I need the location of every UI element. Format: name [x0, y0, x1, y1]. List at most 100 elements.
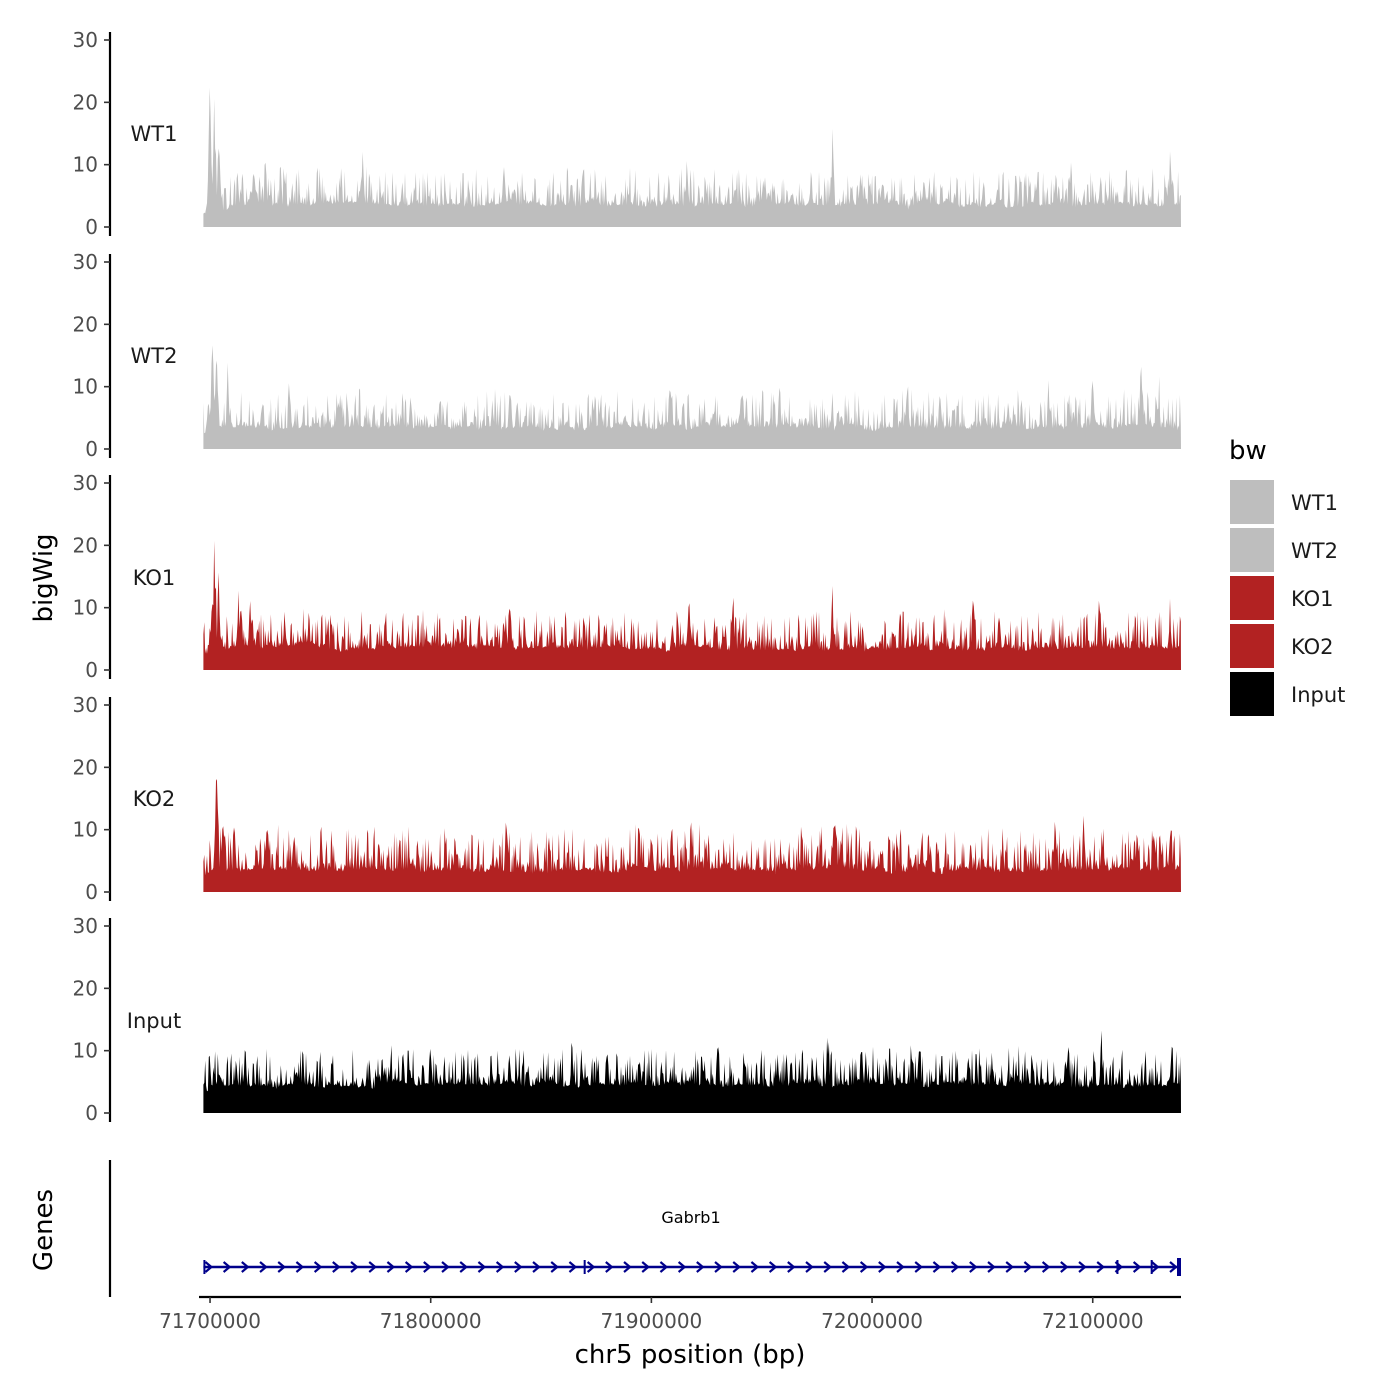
x-tick-label-71700000: 71700000 — [159, 1309, 261, 1333]
y-tick-label-wt1-20: 20 — [73, 90, 98, 114]
legend-key-wt1 — [1230, 480, 1274, 524]
gene-exon — [1116, 1260, 1119, 1274]
gene-strand-arrow — [1005, 1261, 1014, 1273]
x-tick-label-71800000: 71800000 — [380, 1309, 482, 1333]
gene-strand-arrow — [932, 1261, 942, 1273]
gene-model-gabrb1 — [203, 1258, 1181, 1276]
track-wt1: WT1 0 10 20 30 — [73, 28, 1181, 239]
gene-strand-arrow — [950, 1261, 960, 1273]
legend-label-wt1: WT1 — [1291, 491, 1338, 515]
gene-strand-arrow — [1151, 1261, 1160, 1273]
gene-strand-arrow — [550, 1261, 559, 1273]
gene-exon-start — [203, 1260, 206, 1274]
y-tick-label-wt1-0: 0 — [85, 215, 98, 239]
gene-strand-arrow — [1060, 1261, 1069, 1273]
gene-exon — [583, 1260, 586, 1274]
genes-panel: Gabrb1 71700000 71800000 71900000 72000000 7… — [108, 1160, 1181, 1333]
legend-label-input: Input — [1291, 683, 1345, 707]
signal-area-wt1 — [203, 87, 1181, 227]
track-label-ko1: KO1 — [133, 566, 176, 590]
gene-strand-arrow — [1041, 1261, 1051, 1273]
gene-strand-arrow — [841, 1261, 851, 1273]
gene-strand-arrow — [641, 1261, 650, 1273]
gene-strand-arrow — [532, 1261, 541, 1273]
legend-key-ko1 — [1230, 576, 1274, 620]
y-tick-label-wt2-20: 20 — [73, 312, 98, 336]
y-tick-label-ko2-20: 20 — [73, 755, 98, 779]
gene-strand-arrow — [605, 1261, 614, 1273]
y-axis-title: bigWig — [29, 533, 59, 622]
gene-strand-arrow — [441, 1261, 450, 1273]
signal-area-ko2 — [203, 779, 1181, 892]
gene-strand-arrow — [1023, 1261, 1033, 1273]
x-tick-label-72000000: 72000000 — [821, 1309, 923, 1333]
gene-strand-arrow — [204, 1261, 214, 1273]
track-ko2: KO2 0 10 20 30 — [73, 693, 1181, 904]
gene-strand-arrow — [222, 1261, 232, 1273]
gene-strand-arrow — [495, 1261, 505, 1273]
x-axis-ticks: 71700000 71800000 71900000 72000000 72100000 — [159, 1297, 1144, 1333]
gene-exon-end — [1177, 1258, 1181, 1276]
gene-strand-arrow — [1096, 1261, 1105, 1273]
signal-area-ko1 — [203, 540, 1181, 670]
gene-strand-arrow — [659, 1261, 669, 1273]
x-tick-label-71900000: 71900000 — [600, 1309, 702, 1333]
track-wt2: WT2 0 10 20 30 — [73, 250, 1181, 461]
legend-key-input — [1230, 672, 1274, 716]
legend-key-ko2 — [1230, 624, 1274, 668]
y-tick-label-ko2-0: 0 — [85, 880, 98, 904]
y-tick-label-wt2-10: 10 — [73, 375, 98, 399]
track-label-input: Input — [127, 1009, 181, 1033]
gene-strand-arrow — [896, 1261, 905, 1273]
gene-strand-arrow — [477, 1261, 487, 1273]
gene-strand-arrow — [714, 1261, 723, 1273]
gene-strand-arrow — [878, 1261, 887, 1273]
gene-strand-arrow — [259, 1261, 268, 1273]
gene-strand-arrow — [514, 1261, 523, 1273]
y-tick-label-input-30: 30 — [73, 914, 98, 938]
gene-strand-arrow — [914, 1261, 923, 1273]
gene-strand-arrow — [732, 1261, 741, 1273]
genes-axis-title: Genes — [29, 1189, 59, 1271]
gene-strand-arrow — [313, 1261, 323, 1273]
y-tick-label-ko1-20: 20 — [73, 533, 98, 557]
y-tick-label-ko1-10: 10 — [73, 596, 98, 620]
x-tick-label-72100000: 72100000 — [1042, 1309, 1144, 1333]
track-label-wt2: WT2 — [131, 344, 178, 368]
legend-key-wt2 — [1230, 528, 1274, 572]
gene-strand-arrow — [423, 1261, 432, 1273]
signal-area-wt2 — [203, 345, 1181, 449]
gene-strand-arrow — [295, 1261, 305, 1273]
gene-strand-arrow — [623, 1261, 632, 1273]
y-tick-label-ko1-0: 0 — [85, 658, 98, 682]
y-tick-label-ko2-10: 10 — [73, 818, 98, 842]
gene-strand-arrow — [350, 1261, 359, 1273]
gene-strand-arrow — [459, 1261, 468, 1273]
signal-area-input — [203, 1030, 1181, 1113]
gene-strand-arrow — [969, 1261, 978, 1273]
gene-strand-arrow — [586, 1261, 596, 1273]
legend-label-wt2: WT2 — [1291, 539, 1338, 563]
gene-exon — [1150, 1260, 1153, 1274]
y-tick-label-wt1-10: 10 — [73, 153, 98, 177]
gene-strand-arrow — [277, 1261, 286, 1273]
legend: bw WT1 WT2 KO1 KO2 Input — [1229, 436, 1345, 716]
x-axis-title: chr5 position (bp) — [575, 1340, 806, 1370]
y-tick-label-ko1-30: 30 — [73, 471, 98, 495]
gene-strand-arrow — [404, 1261, 414, 1273]
y-tick-label-wt2-0: 0 — [85, 437, 98, 461]
gene-strand-arrow — [368, 1261, 377, 1273]
gene-strand-arrow — [1169, 1261, 1178, 1273]
gene-strand-arrow — [987, 1261, 996, 1273]
y-tick-label-input-20: 20 — [73, 976, 98, 1000]
gene-label-gabrb1: Gabrb1 — [661, 1208, 720, 1227]
y-tick-label-wt1-30: 30 — [73, 28, 98, 52]
gene-strand-arrow — [568, 1261, 578, 1273]
track-input: Input 0 10 20 30 — [73, 914, 1181, 1125]
y-tick-label-ko2-30: 30 — [73, 693, 98, 717]
gene-strand-arrow — [1132, 1261, 1142, 1273]
gene-strand-arrow — [332, 1261, 341, 1273]
legend-title: bw — [1229, 436, 1267, 466]
gene-strand-arrow — [823, 1261, 832, 1273]
y-tick-label-input-10: 10 — [73, 1039, 98, 1063]
